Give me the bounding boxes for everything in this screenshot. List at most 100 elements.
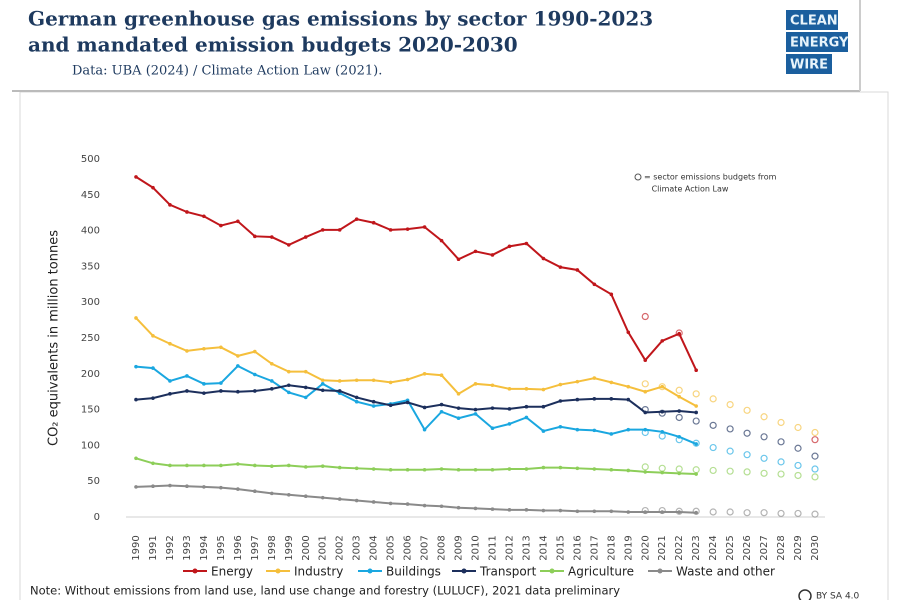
- point: [185, 463, 189, 468]
- point: [286, 383, 291, 388]
- point: [151, 461, 155, 466]
- point: [541, 404, 546, 409]
- budget-point: [743, 468, 751, 476]
- point: [575, 427, 580, 432]
- budget-point: [811, 510, 819, 518]
- point: [219, 485, 223, 490]
- annotation: Climate Action Law: [652, 185, 729, 194]
- budget-point: [743, 451, 751, 459]
- point: [694, 442, 698, 446]
- y-axis-label: CO₂ equivalents in million tonnes: [47, 230, 62, 446]
- point: [168, 203, 172, 207]
- point: [219, 381, 223, 385]
- x-tick-label: 1999: [284, 535, 295, 560]
- point: [694, 368, 698, 373]
- y-tick-label: 100: [81, 440, 100, 451]
- logo: CLEAN ENERGY WIRE: [786, 10, 849, 74]
- chart-title: German greenhouse gas emissions by secto…: [28, 7, 653, 31]
- point: [371, 404, 376, 408]
- legend-swatch: [192, 568, 198, 574]
- point: [253, 349, 257, 354]
- budget-point: [641, 380, 649, 388]
- budget-point: [743, 429, 751, 437]
- legend-label: Energy: [211, 565, 253, 579]
- point: [473, 249, 478, 254]
- legend-label: Agriculture: [568, 565, 634, 579]
- point: [524, 467, 529, 471]
- point: [405, 400, 410, 405]
- annotation-icon: [634, 173, 642, 181]
- budget-point: [811, 436, 819, 444]
- series-line: [135, 176, 698, 371]
- point: [677, 510, 681, 514]
- budget-point: [726, 400, 734, 409]
- series-line: [135, 384, 697, 414]
- point: [592, 282, 597, 287]
- budget-point: [811, 473, 819, 481]
- point: [168, 463, 172, 468]
- point: [609, 397, 614, 401]
- point: [202, 485, 206, 489]
- point: [592, 397, 597, 401]
- y-tick-label: 400: [81, 226, 100, 237]
- x-tick-label: 2022: [674, 535, 685, 560]
- series: [134, 316, 819, 437]
- header-card: [0, 0, 860, 90]
- point: [456, 406, 461, 410]
- series-line: [135, 364, 697, 445]
- point: [422, 467, 427, 472]
- budget-point: [777, 509, 785, 518]
- point: [185, 484, 189, 489]
- point: [270, 387, 274, 391]
- budget-point: [794, 471, 802, 480]
- point: [286, 369, 291, 374]
- point: [439, 238, 444, 243]
- point: [694, 410, 698, 415]
- point: [286, 493, 291, 497]
- x-tick-label: 2016: [572, 535, 583, 560]
- x-tick-label: 2008: [437, 535, 448, 560]
- series: [134, 175, 819, 444]
- series: [134, 364, 819, 473]
- budget-point: [760, 454, 768, 462]
- point: [337, 497, 342, 501]
- point: [388, 467, 393, 472]
- plot-frame: [19, 91, 889, 600]
- x-tick-label: 2019: [623, 535, 634, 560]
- budget-point: [726, 508, 734, 516]
- legend-swatch: [461, 568, 467, 574]
- point: [151, 334, 155, 338]
- logo-box: [786, 54, 832, 74]
- point: [541, 256, 546, 261]
- point: [168, 392, 172, 396]
- point: [677, 394, 681, 399]
- legend-swatch: [657, 568, 663, 574]
- annotation: = sector emissions budgets from: [644, 173, 777, 182]
- budget-point: [658, 464, 666, 472]
- point: [236, 364, 240, 368]
- point: [473, 506, 478, 511]
- point: [236, 219, 240, 224]
- y-tick-label: 0: [94, 512, 100, 523]
- point: [558, 424, 563, 429]
- point: [354, 466, 359, 471]
- budget-point: [658, 506, 666, 515]
- budget-point: [777, 470, 785, 478]
- point: [575, 379, 580, 384]
- point: [219, 389, 223, 393]
- point: [388, 228, 393, 232]
- x-tick-label: 2030: [810, 535, 821, 560]
- logo-box: [786, 10, 838, 30]
- point: [541, 387, 546, 392]
- point: [151, 484, 155, 489]
- y-tick-label: 450: [81, 190, 100, 201]
- x-tick-label: 1990: [131, 535, 142, 560]
- budget-point: [709, 421, 717, 429]
- budget-point: [726, 467, 734, 475]
- point: [270, 361, 274, 366]
- point: [168, 483, 172, 488]
- point: [388, 501, 393, 506]
- x-tick-label: 1994: [199, 535, 210, 560]
- chart-subtitle: Data: UBA (2024) / Climate Action Law (2…: [72, 64, 382, 79]
- legend-label: Waste and other: [676, 565, 775, 579]
